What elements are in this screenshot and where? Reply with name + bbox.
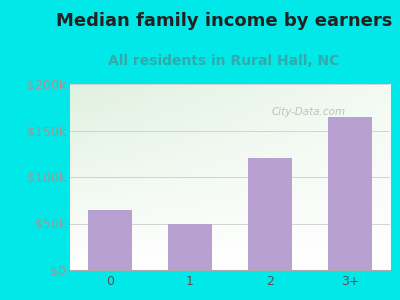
Bar [248, 158, 292, 270]
Text: City-Data.com: City-Data.com [272, 107, 346, 117]
Text: Median family income by earners: Median family income by earners [56, 12, 392, 30]
Bar [168, 224, 212, 270]
Bar [328, 116, 372, 270]
Text: All residents in Rural Hall, NC: All residents in Rural Hall, NC [108, 54, 340, 68]
Bar [88, 209, 132, 270]
